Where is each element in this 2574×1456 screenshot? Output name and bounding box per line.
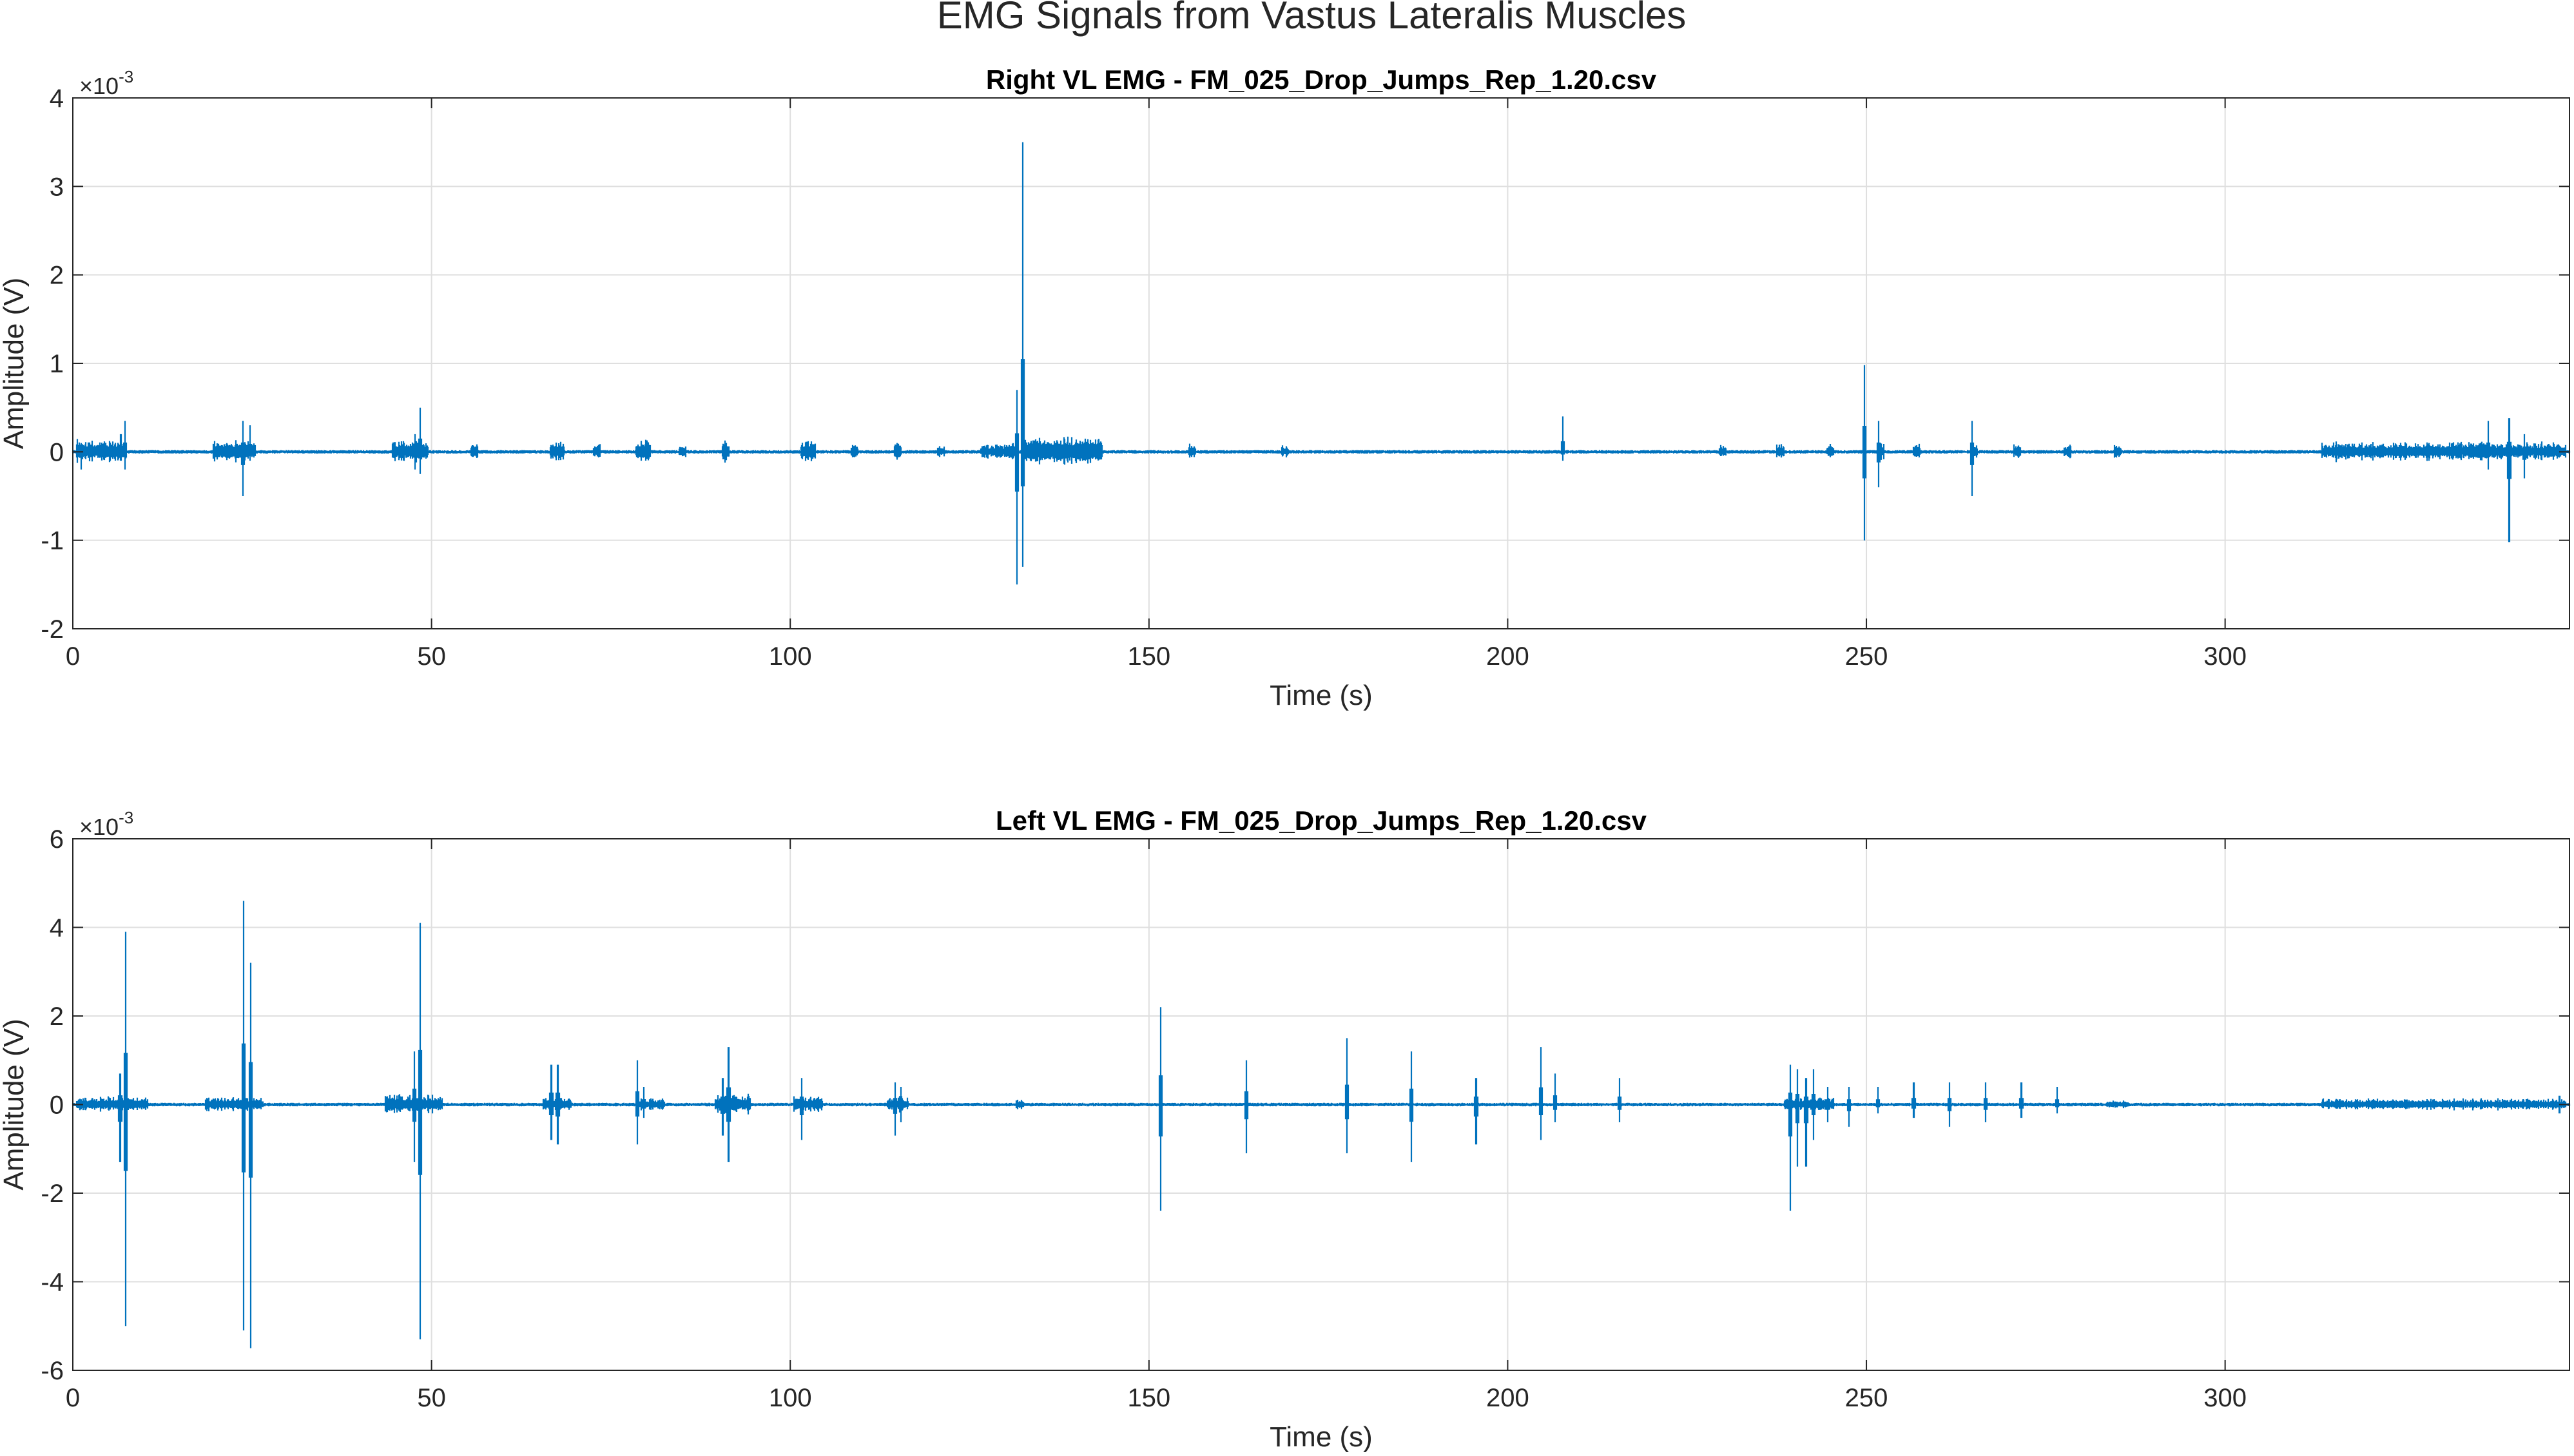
y-tick-label: 2 [50,1002,64,1031]
y-tick-label: -4 [41,1269,64,1297]
y-axis-label: Amplitude (V) [0,1019,30,1191]
y-exponent-power: -3 [119,808,133,827]
subplot-title: Right VL EMG - FM_025_Drop_Jumps_Rep_1.2… [986,64,1657,95]
x-tick-label: 50 [417,642,446,671]
figure-title: EMG Signals from Vastus Lateralis Muscle… [937,0,1687,37]
x-tick-label: 150 [1127,1384,1170,1412]
y-exponent-power: -3 [119,67,133,86]
y-tick-label: 1 [50,350,64,378]
x-axis-label: Time (s) [1270,680,1373,711]
x-tick-label: 100 [769,1384,812,1412]
y-tick-label: 3 [50,173,64,201]
x-tick-label: 100 [769,642,812,671]
y-tick-label: 0 [50,1091,64,1120]
y-tick-label: 2 [50,262,64,290]
x-tick-label: 200 [1486,642,1529,671]
x-tick-label: 300 [2203,1384,2247,1412]
y-tick-label: 4 [50,914,64,943]
x-tick-label: 250 [1845,1384,1888,1412]
x-tick-label: 0 [66,1384,80,1412]
x-tick-label: 200 [1486,1384,1529,1412]
y-tick-label: 4 [50,84,64,113]
y-tick-label: -6 [41,1357,64,1385]
x-tick-label: 300 [2203,642,2247,671]
y-tick-label: -2 [41,1180,64,1208]
y-tick-label: -2 [41,615,64,644]
x-tick-label: 50 [417,1384,446,1412]
y-tick-label: 6 [50,825,64,854]
y-tick-label: 0 [50,438,64,466]
y-tick-label: -1 [41,527,64,555]
x-axis-label: Time (s) [1270,1421,1373,1453]
x-tick-label: 250 [1845,642,1888,671]
x-tick-label: 150 [1127,642,1170,671]
subplot-title: Left VL EMG - FM_025_Drop_Jumps_Rep_1.20… [996,805,1647,836]
y-axis-label: Amplitude (V) [0,278,30,450]
x-tick-label: 0 [66,642,80,671]
